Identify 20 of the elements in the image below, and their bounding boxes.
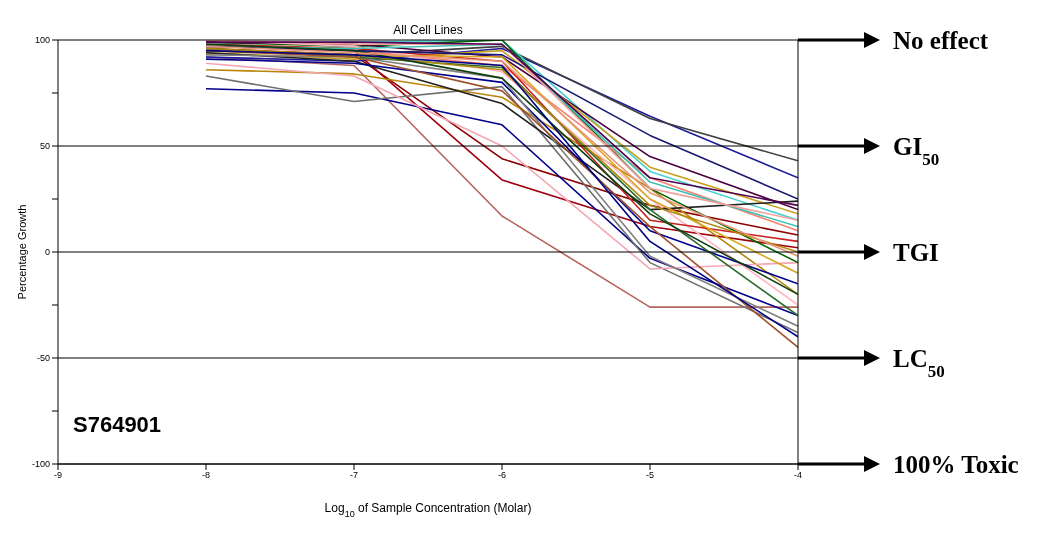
y-axis-title: Percentage Growth bbox=[16, 204, 28, 300]
ref-line-label: TGI bbox=[893, 239, 939, 266]
ref-line-label: GI$_{50}$ bbox=[893, 133, 940, 169]
annotation: S764901 bbox=[73, 412, 162, 437]
y-tick-label: -100 bbox=[31, 459, 50, 470]
x-tick-label: -7 bbox=[349, 470, 359, 481]
x-tick-label: -4 bbox=[793, 470, 803, 481]
x-tick-label: -6 bbox=[497, 470, 507, 481]
y-tick-label: 0 bbox=[44, 247, 50, 258]
ref-line-label: No effect bbox=[893, 27, 989, 54]
x-tick-label: -9 bbox=[53, 470, 63, 481]
ref-line-label: LC$_{50}$ bbox=[893, 345, 945, 381]
x-tick-label: -5 bbox=[645, 470, 655, 481]
x-axis-title: Log$_{10}$ of Sample Concentration (Molar) bbox=[324, 501, 532, 519]
x-tick-label: -8 bbox=[201, 470, 211, 481]
y-tick-label: 100 bbox=[34, 35, 50, 46]
chart-title: All Cell Lines bbox=[393, 23, 463, 37]
ref-line-label: 100% Toxic bbox=[893, 451, 1019, 478]
y-tick-label: 50 bbox=[39, 141, 50, 152]
y-tick-label: -50 bbox=[36, 353, 50, 364]
